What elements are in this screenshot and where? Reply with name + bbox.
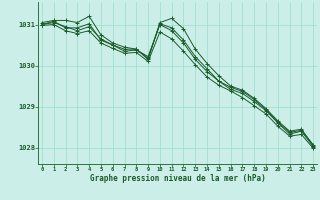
X-axis label: Graphe pression niveau de la mer (hPa): Graphe pression niveau de la mer (hPa)	[90, 174, 266, 183]
